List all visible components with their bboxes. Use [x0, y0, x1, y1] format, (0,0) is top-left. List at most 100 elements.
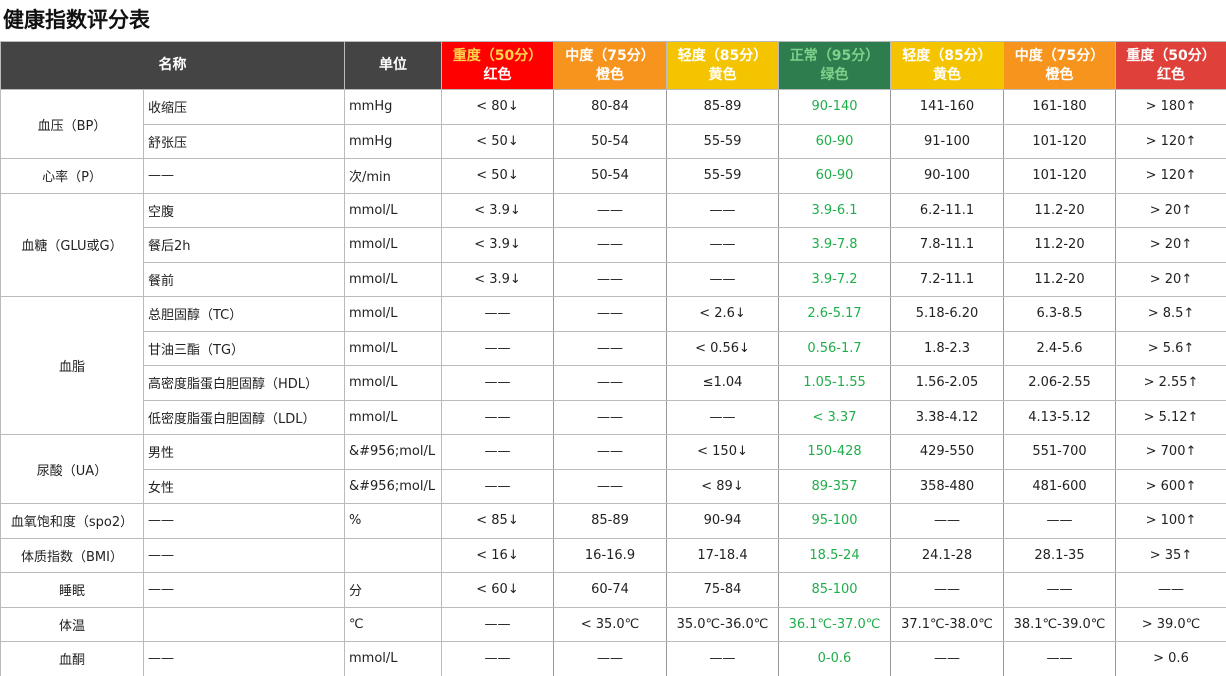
table-row: 血压（BP） 收缩压 mmHg < 80↓ 80-84 85-89 90-140 141-16… — [0, 89, 1226, 159]
table-row: 体质指数（BMI） —— < 16↓ 16-16.9 17-18.4 18.5-24 24.… — [0, 537, 1226, 573]
table-row: 高密度脂蛋白胆固醇（HDL） mmol/L —— —— ≤1.04 1.05-1.55 1.… — [1, 365, 1226, 401]
grade-cell: > 20↑ — [1115, 227, 1226, 263]
grade-cell: —— — [441, 641, 554, 676]
unit-cell: mmol/L — [344, 330, 442, 366]
grade-cell: 75-84 — [666, 572, 779, 608]
grade-level: 重度（50分） — [452, 47, 543, 64]
table-row: 餐后2h mmol/L < 3.9↓ —— —— 3.9-7.8 7.8-11.1 11.2-… — [1, 227, 1226, 263]
grade-cell: 150-428 — [778, 434, 891, 470]
grade-cell: > 39.0℃ — [1115, 606, 1226, 642]
group-cell: 体温 — [0, 606, 144, 642]
grade-cell: 38.1℃-39.0℃ — [1003, 606, 1116, 642]
grade-cell: —— — [1115, 572, 1226, 608]
grade-cell: 2.4-5.6 — [1003, 330, 1116, 366]
table-row: 体温 ℃ —— < 35.0℃ 35.0℃-36.0℃ 36.1℃-37.0℃ 37.1℃-… — [0, 606, 1226, 642]
grade-cell: < 3.9↓ — [441, 192, 554, 228]
item-cell: 餐后2h — [143, 227, 345, 263]
unit-cell: mmol/L — [344, 261, 442, 297]
grade-cell: —— — [553, 434, 667, 470]
unit-cell: mmol/L — [344, 399, 442, 435]
grade-cell: < 80↓ — [441, 89, 554, 125]
group-cell: 血糖（GLU或G） — [0, 192, 144, 297]
grade-cell: > 5.12↑ — [1115, 399, 1226, 435]
table-row: 舒张压 mmHg < 50↓ 50-54 55-59 60-90 91-100 101-120… — [1, 123, 1226, 159]
grade-header: 轻度（85分） 黄色 — [666, 41, 779, 90]
group-cell: 血酮 — [0, 641, 144, 676]
grade-header: 轻度（85分） 黄色 — [890, 41, 1004, 90]
grade-level: 正常（95分） — [789, 47, 880, 64]
grade-color: 黄色 — [708, 66, 737, 83]
grade-level: 中度（75分） — [1014, 47, 1105, 64]
grade-header: 重度（50分） 红色 — [441, 41, 554, 90]
grade-cell: 101-120 — [1003, 123, 1116, 159]
unit-cell: 次/min — [344, 158, 442, 194]
grade-cell: 4.13-5.12 — [1003, 399, 1116, 435]
grade-cell: 24.1-28 — [890, 537, 1004, 573]
grade-color: 橙色 — [1045, 66, 1074, 83]
item-cell: —— — [143, 572, 345, 608]
grade-cell: 18.5-24 — [778, 537, 891, 573]
item-cell: 舒张压 — [143, 123, 345, 159]
grade-cell: —— — [441, 365, 554, 401]
grade-cell: —— — [666, 641, 779, 676]
grade-cell: ≤1.04 — [666, 365, 779, 401]
table-head: 名称 单位 重度（50分） 红色 中度（75分） 橙色 轻度（85分） 黄色 正常（95分）… — [0, 41, 1226, 90]
grade-header: 重度（50分） 红色 — [1115, 41, 1226, 90]
grade-cell: < 3.9↓ — [441, 227, 554, 263]
grade-cell: < 50↓ — [441, 158, 554, 194]
item-cell: 空腹 — [143, 192, 345, 228]
grade-cell: 90-100 — [890, 158, 1004, 194]
unit-cell: % — [344, 503, 442, 539]
grade-cell: —— — [553, 296, 667, 332]
grade-cell: 55-59 — [666, 158, 779, 194]
item-cell: 收缩压 — [143, 89, 345, 125]
grade-cell: —— — [441, 468, 554, 504]
grade-cell: 55-59 — [666, 123, 779, 159]
unit-cell: mmol/L — [344, 192, 442, 228]
grade-cell: 3.38-4.12 — [890, 399, 1004, 435]
unit-cell: mmol/L — [344, 365, 442, 401]
grade-cell: 101-120 — [1003, 158, 1116, 194]
item-cell: 低密度脂蛋白胆固醇（LDL） — [143, 399, 345, 435]
grade-cell: < 85↓ — [441, 503, 554, 539]
grade-cell: 2.06-2.55 — [1003, 365, 1116, 401]
grade-cell: —— — [890, 641, 1004, 676]
grade-cell: —— — [441, 434, 554, 470]
grade-cell: 60-90 — [778, 123, 891, 159]
unit-cell: mmol/L — [344, 641, 442, 676]
grade-cell: 1.56-2.05 — [890, 365, 1004, 401]
grade-cell: 17-18.4 — [666, 537, 779, 573]
grade-cell: 1.8-2.3 — [890, 330, 1004, 366]
grade-cell: > 35↑ — [1115, 537, 1226, 573]
table-body: 血压（BP） 收缩压 mmHg < 80↓ 80-84 85-89 90-140 141-16… — [0, 89, 1226, 676]
grade-cell: 91-100 — [890, 123, 1004, 159]
grade-cell: > 600↑ — [1115, 468, 1226, 504]
grade-cell: 11.2-20 — [1003, 261, 1116, 297]
table-row: 女性 &#956;mol/L —— —— < 89↓ 89-357 358-480 481-6… — [1, 468, 1226, 504]
grade-cell: 50-54 — [553, 123, 667, 159]
grade-cell: < 50↓ — [441, 123, 554, 159]
grade-cell: 2.6-5.17 — [778, 296, 891, 332]
grade-cell: —— — [441, 296, 554, 332]
table-row: 血氧饱和度（spo2） ——% < 85↓ 85-89 90-94 95-100 —— —— >… — [0, 503, 1226, 539]
grade-cell: 11.2-20 — [1003, 227, 1116, 263]
grade-header: 中度（75分） 橙色 — [553, 41, 667, 90]
unit-cell: mmHg — [344, 123, 442, 159]
unit-cell: mmol/L — [344, 227, 442, 263]
item-cell — [143, 606, 345, 642]
group-cell: 尿酸（UA） — [0, 434, 144, 504]
grade-cell: > 20↑ — [1115, 261, 1226, 297]
grade-color: 黄色 — [933, 66, 961, 83]
grade-cell: 3.9-6.1 — [778, 192, 891, 228]
grade-header: 中度（75分） 橙色 — [1003, 41, 1116, 90]
grade-cell: —— — [666, 227, 779, 263]
grade-cell: —— — [1003, 503, 1116, 539]
grade-cell: —— — [441, 399, 554, 435]
grade-level: 中度（75分） — [565, 47, 655, 64]
grade-cell: 85-89 — [553, 503, 667, 539]
unit-cell — [344, 537, 442, 573]
grade-cell: 3.9-7.8 — [778, 227, 891, 263]
grade-cell: 90-94 — [666, 503, 779, 539]
unit-cell: 分 — [344, 572, 442, 608]
